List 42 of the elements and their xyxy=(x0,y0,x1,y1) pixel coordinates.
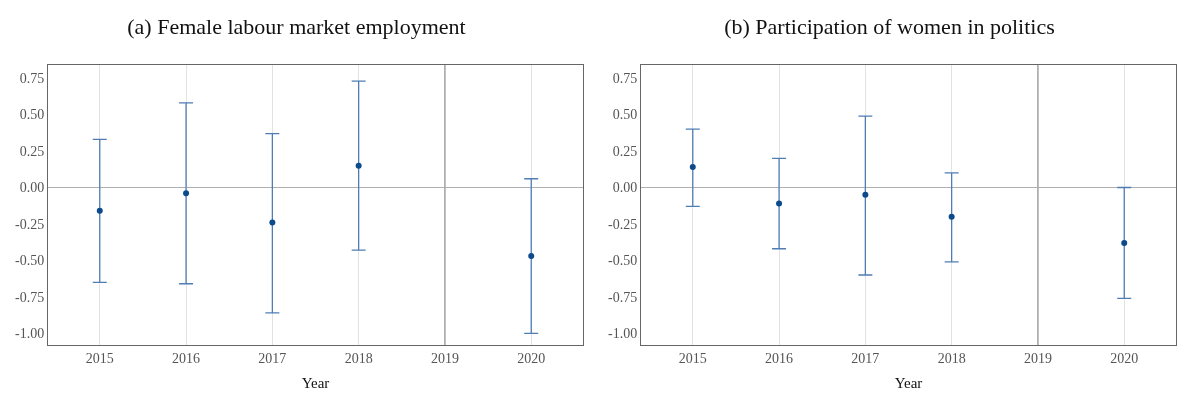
y-tick-label: -0.25 xyxy=(15,216,45,232)
chart-title: (b) Participation of women in politics xyxy=(724,13,1055,39)
y-tick-label: 0.00 xyxy=(19,180,45,196)
point xyxy=(1121,239,1128,246)
x-tick-label: 2020 xyxy=(1110,350,1139,366)
x-tick-label: 2019 xyxy=(1023,350,1052,366)
y-tick-label: -1.00 xyxy=(608,326,638,342)
y-tick-label: 0.50 xyxy=(612,107,638,123)
x-tick-label: 2017 xyxy=(258,350,287,366)
y-tick-label: -0.25 xyxy=(608,216,638,232)
point xyxy=(776,200,783,207)
x-tick-label: 2019 xyxy=(430,350,459,366)
point xyxy=(269,219,276,226)
y-tick-label: -0.50 xyxy=(15,253,45,269)
point xyxy=(355,162,362,169)
x-tick-label: 2018 xyxy=(937,350,966,366)
x-tick-label: 2015 xyxy=(678,350,707,366)
point xyxy=(183,190,190,197)
x-tick-label: 2016 xyxy=(765,350,794,366)
y-tick-label: 0.50 xyxy=(19,107,45,123)
point xyxy=(528,253,535,260)
y-tick-label: 0.25 xyxy=(19,143,45,159)
x-tick-label: 2015 xyxy=(85,350,114,366)
chart-title: (a) Female labour market employment xyxy=(127,13,466,39)
y-tick-label: -0.75 xyxy=(608,289,638,305)
y-tick-label: -1.00 xyxy=(15,326,45,342)
y-tick-label: -0.75 xyxy=(15,289,45,305)
x-tick-label: 2017 xyxy=(851,350,880,366)
x-tick-label: 2018 xyxy=(344,350,373,366)
y-tick-label: 0.75 xyxy=(19,71,45,87)
y-tick-label: -0.50 xyxy=(608,253,638,269)
point xyxy=(96,207,103,214)
point xyxy=(948,213,955,220)
y-tick-label: 0.75 xyxy=(612,71,638,87)
x-axis-title: Year xyxy=(301,374,330,391)
y-tick-label: 0.00 xyxy=(612,180,638,196)
y-tick-label: 0.25 xyxy=(612,143,638,159)
point xyxy=(862,191,869,198)
x-axis-title: Year xyxy=(894,374,923,391)
x-tick-label: 2016 xyxy=(172,350,201,366)
point xyxy=(689,164,696,171)
x-tick-label: 2020 xyxy=(517,350,546,366)
